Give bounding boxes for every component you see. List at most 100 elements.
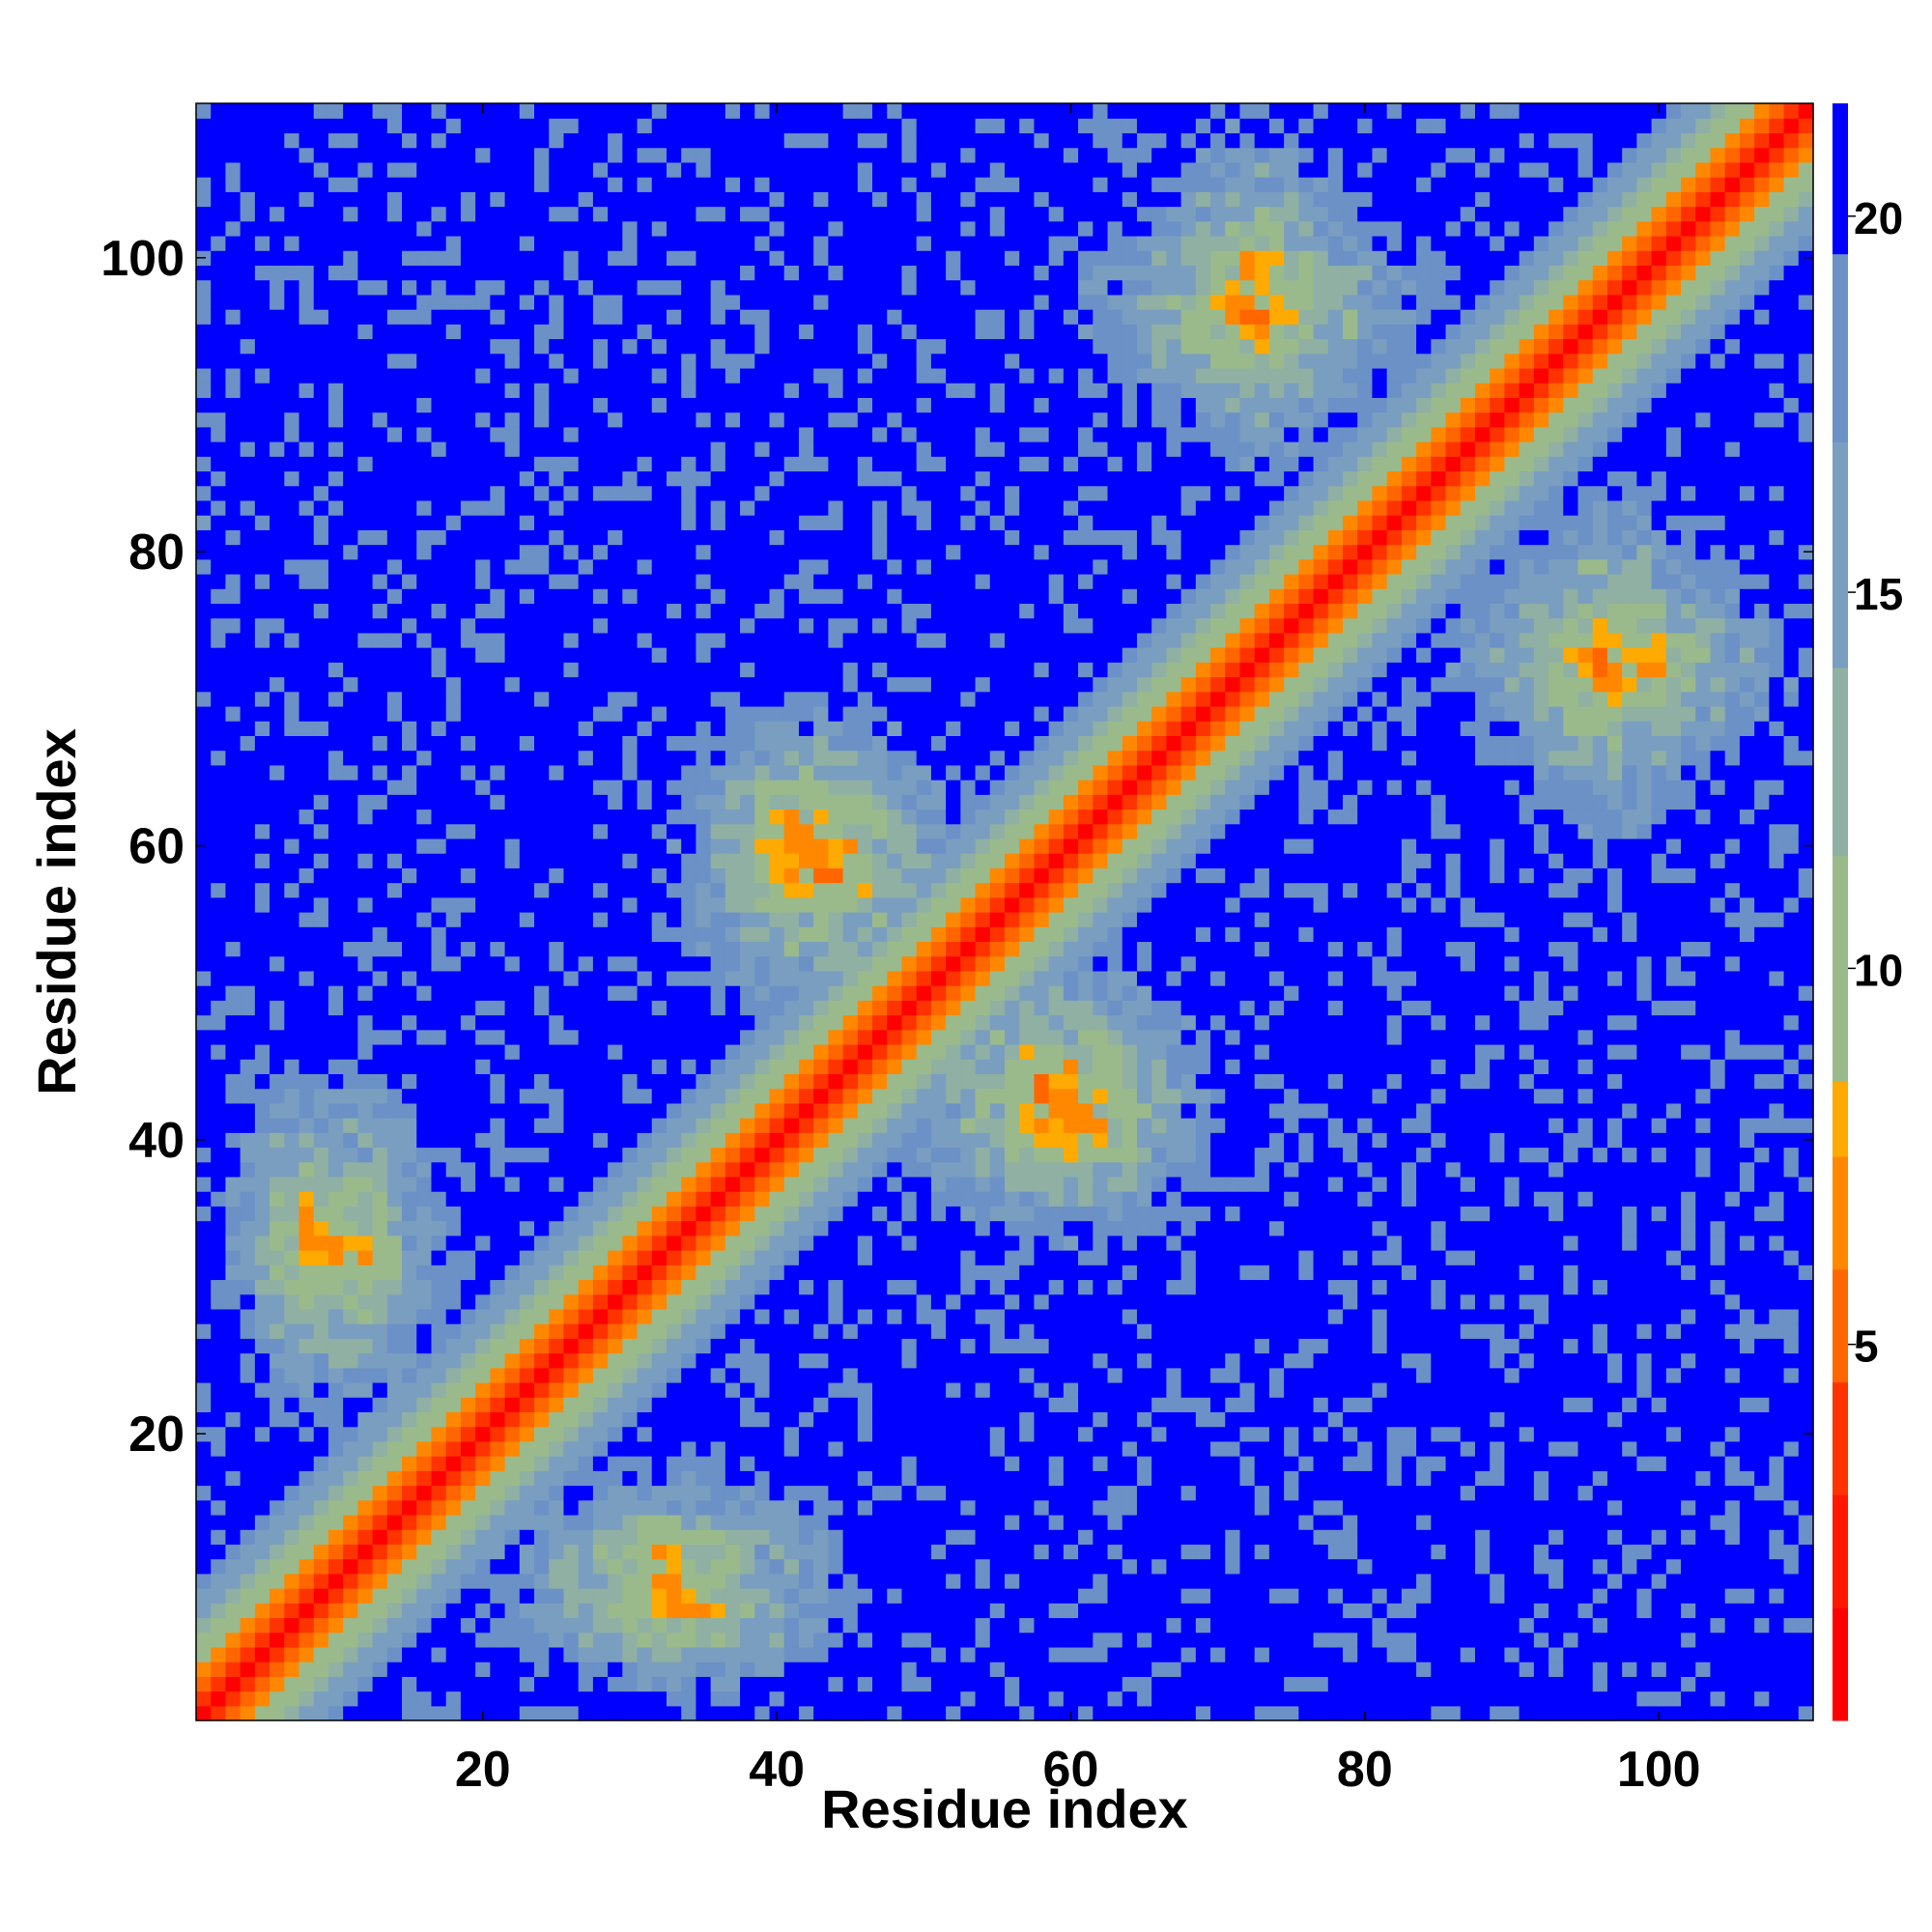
heatmap-cell <box>254 1352 270 1369</box>
heatmap-cell <box>696 118 712 134</box>
heatmap-cell <box>313 1088 329 1104</box>
heatmap-cell <box>519 1514 535 1530</box>
heatmap-cell <box>431 1338 447 1354</box>
heatmap-cell <box>783 970 800 986</box>
heatmap-cell <box>828 1338 844 1354</box>
heatmap-cell <box>783 912 800 927</box>
heatmap-cell <box>445 1014 462 1031</box>
heatmap-cell <box>681 1293 697 1310</box>
heatmap-cell <box>592 338 609 355</box>
heatmap-cell <box>740 1470 755 1487</box>
heatmap-cell <box>666 147 682 163</box>
heatmap-cell <box>754 353 771 369</box>
heatmap-cell <box>431 1381 447 1398</box>
heatmap-cell <box>534 1411 550 1428</box>
heatmap-cell <box>637 1338 653 1354</box>
heatmap-cell <box>798 1676 814 1692</box>
heatmap-cell <box>402 441 417 457</box>
heatmap-cell <box>475 1000 491 1016</box>
heatmap-cell <box>578 279 594 296</box>
heatmap-cell <box>637 896 653 913</box>
heatmap-cell <box>386 367 403 384</box>
heatmap-cell <box>386 1514 403 1530</box>
heatmap-cell <box>519 1573 535 1589</box>
heatmap-cell <box>225 1573 242 1589</box>
heatmap-cell <box>622 397 639 413</box>
heatmap-cell <box>343 353 358 369</box>
heatmap-cell <box>696 265 712 281</box>
heatmap-cell <box>519 1499 535 1516</box>
heatmap-cell <box>372 676 388 693</box>
heatmap-cell <box>313 1279 329 1295</box>
heatmap-cell <box>651 1118 668 1133</box>
heatmap-cell <box>445 353 462 369</box>
heatmap-cell <box>254 588 270 605</box>
heatmap-cell <box>343 985 358 1001</box>
heatmap-cell <box>416 161 433 178</box>
heatmap-cell <box>534 676 550 693</box>
heatmap-cell <box>431 1059 447 1074</box>
heatmap-cell <box>416 1632 433 1648</box>
heatmap-cell <box>592 1705 609 1721</box>
heatmap-cell <box>386 191 403 208</box>
heatmap-cell <box>828 912 844 927</box>
heatmap-cell <box>504 662 521 678</box>
heatmap-cell <box>327 1161 344 1178</box>
heatmap-cell <box>651 1014 668 1031</box>
heatmap-cell <box>372 603 388 619</box>
heatmap-cell <box>637 1558 653 1575</box>
heatmap-cell <box>475 691 491 707</box>
heatmap-cell <box>240 1514 256 1530</box>
heatmap-cell <box>637 780 653 795</box>
heatmap-cell <box>754 206 771 222</box>
heatmap-cell <box>327 794 344 810</box>
heatmap-cell <box>608 750 623 766</box>
heatmap-cell <box>225 1029 242 1045</box>
heatmap-cell <box>313 279 329 296</box>
heatmap-cell <box>783 1544 800 1560</box>
heatmap-cell <box>270 912 285 927</box>
heatmap-cell <box>681 1191 697 1207</box>
heatmap-cell <box>549 1381 565 1398</box>
heatmap-cell <box>504 191 521 208</box>
heatmap-cell <box>857 1220 873 1236</box>
heatmap-cell <box>681 1014 697 1031</box>
heatmap-cell <box>651 1279 668 1295</box>
heatmap-cell <box>842 147 859 163</box>
heatmap-cell <box>284 191 300 208</box>
heatmap-cell <box>475 603 491 619</box>
heatmap-cell <box>298 147 315 163</box>
heatmap-cell <box>813 573 829 589</box>
heatmap-cell <box>842 161 859 178</box>
heatmap-cell <box>696 1705 712 1721</box>
heatmap-cell <box>740 383 755 398</box>
heatmap-cell <box>740 1043 755 1060</box>
heatmap-cell <box>549 1000 565 1016</box>
heatmap-cell <box>578 265 594 281</box>
heatmap-cell <box>769 191 785 208</box>
heatmap-cell <box>534 882 550 898</box>
heatmap-cell <box>327 1529 344 1545</box>
heatmap-cell <box>490 1632 506 1648</box>
heatmap-cell <box>608 926 623 943</box>
heatmap-cell <box>445 499 462 516</box>
heatmap-cell <box>592 1529 609 1545</box>
heatmap-cell <box>357 1440 374 1457</box>
heatmap-cell <box>254 206 270 222</box>
heatmap-cell <box>578 705 594 722</box>
heatmap-cell <box>608 1338 623 1354</box>
heatmap-cell <box>372 1440 388 1457</box>
heatmap-cell <box>710 750 726 766</box>
heatmap-cell <box>284 1043 300 1060</box>
heatmap-cell <box>357 1338 374 1354</box>
heatmap-cell <box>431 1603 447 1619</box>
heatmap-cell <box>490 397 506 413</box>
heatmap-cell <box>343 1617 358 1634</box>
heatmap-cell <box>578 1381 594 1398</box>
heatmap-cell <box>313 177 329 192</box>
heatmap-cell <box>813 588 829 605</box>
heatmap-cell <box>504 147 521 163</box>
heatmap-cell <box>549 426 565 442</box>
heatmap-cell <box>254 632 270 648</box>
heatmap-cell <box>327 309 344 325</box>
